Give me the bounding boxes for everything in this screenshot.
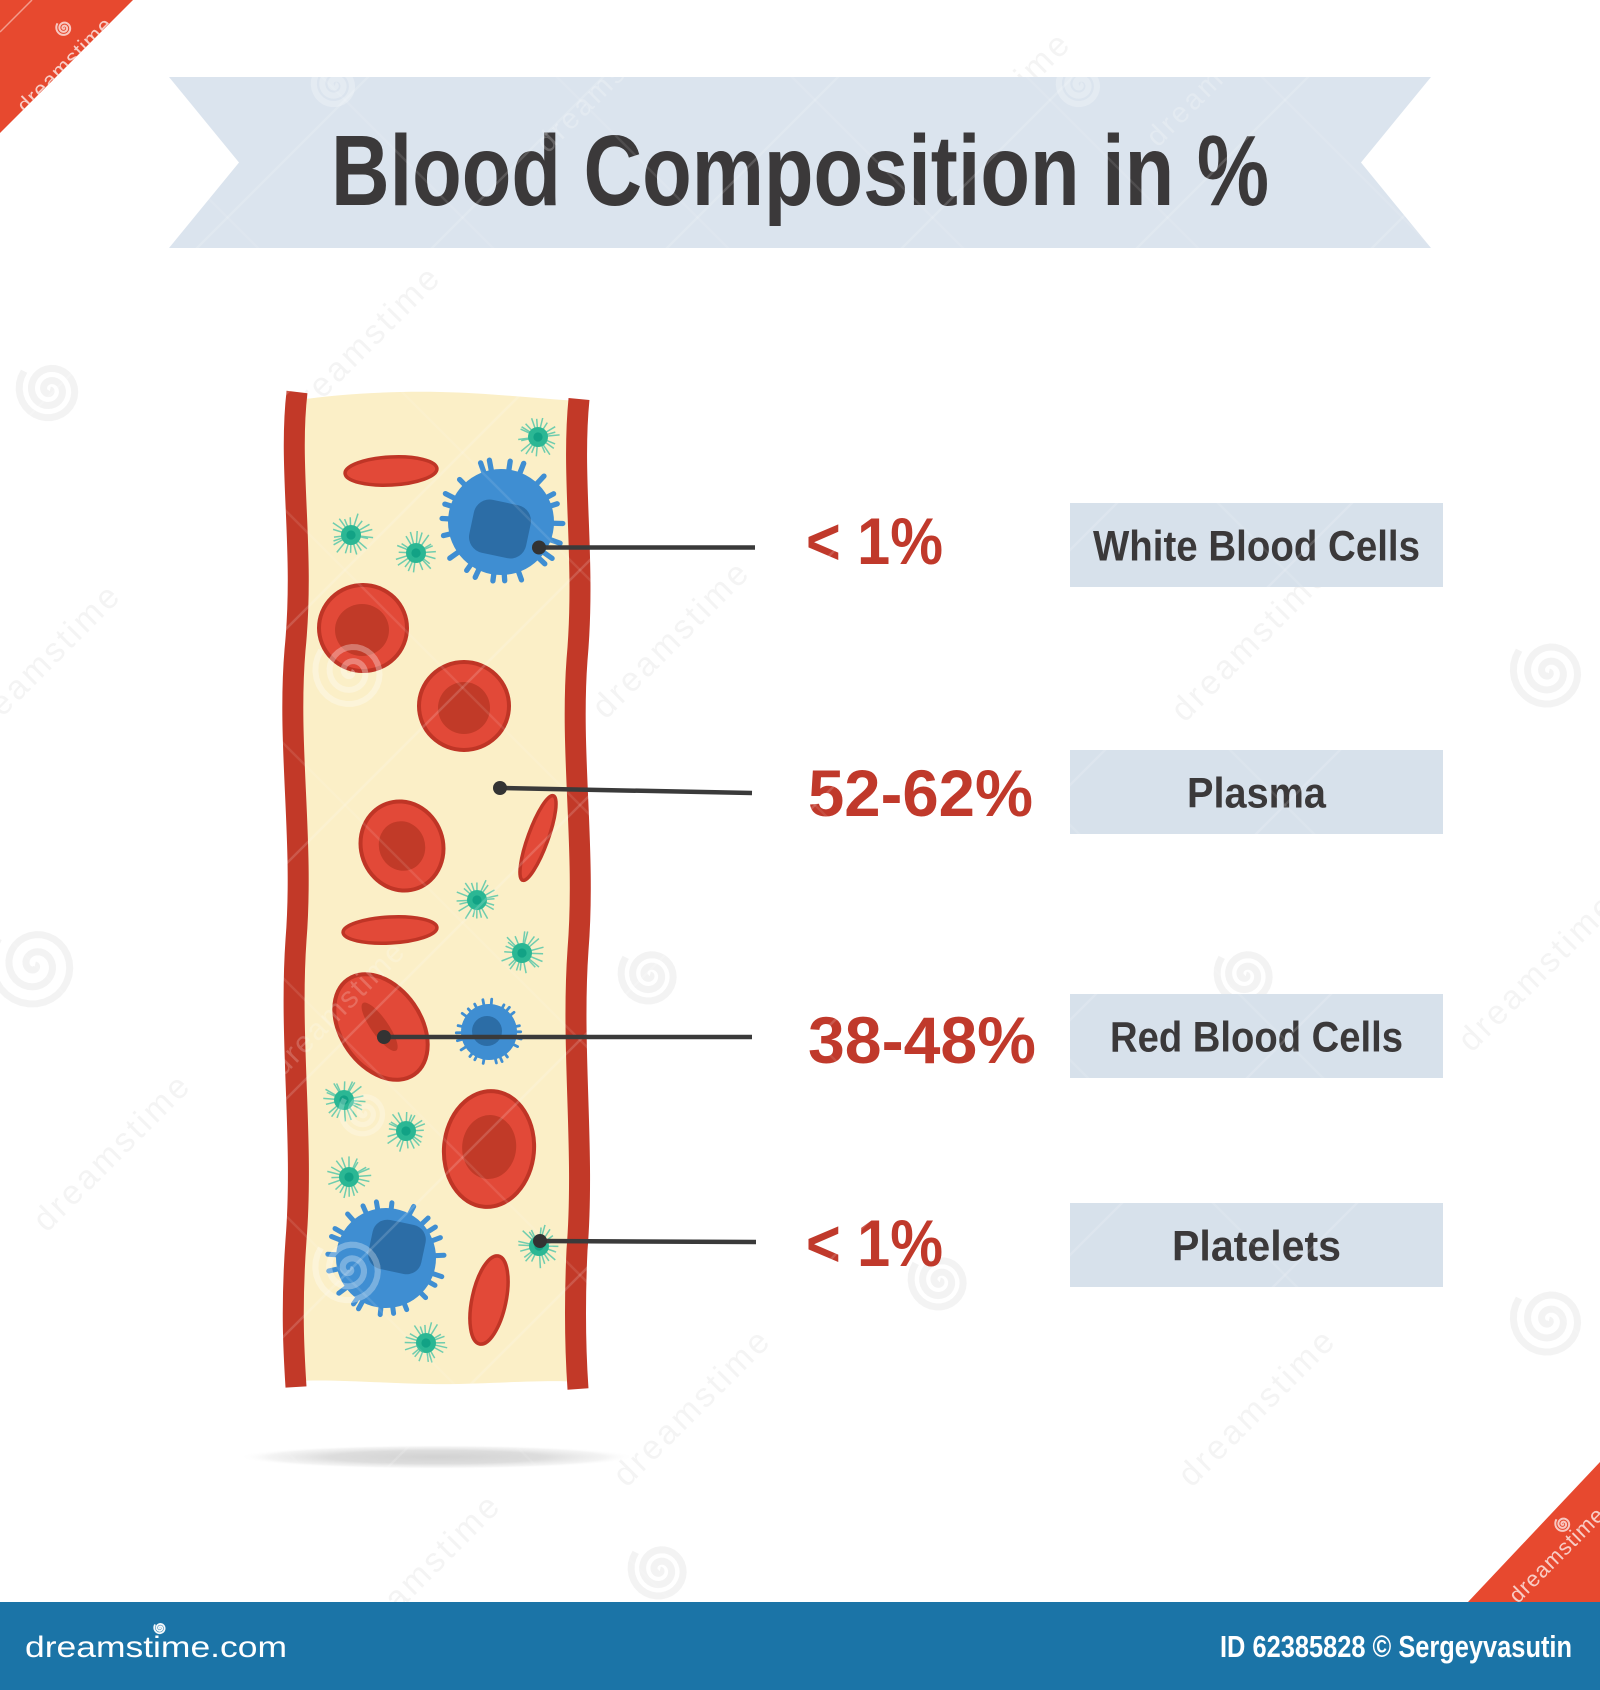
svg-text:Plasma: Plasma	[1187, 770, 1327, 818]
svg-text:Red Blood Cells: Red Blood Cells	[1110, 1014, 1403, 1062]
svg-text:White Blood Cells: White Blood Cells	[1093, 523, 1420, 571]
svg-text:Platelets: Platelets	[1172, 1223, 1341, 1271]
svg-text:52-62%: 52-62%	[808, 756, 1033, 830]
svg-text:38-48%: 38-48%	[808, 1003, 1036, 1077]
svg-text:< 1%: < 1%	[806, 504, 943, 578]
svg-text:dreamstime.com: dreamstime.com	[25, 1631, 287, 1664]
svg-text:ID 62385828 © Sergeyvasutin: ID 62385828 © Sergeyvasutin	[1220, 1629, 1572, 1664]
svg-text:Blood Composition in %: Blood Composition in %	[331, 115, 1269, 227]
svg-text:< 1%: < 1%	[806, 1206, 943, 1280]
